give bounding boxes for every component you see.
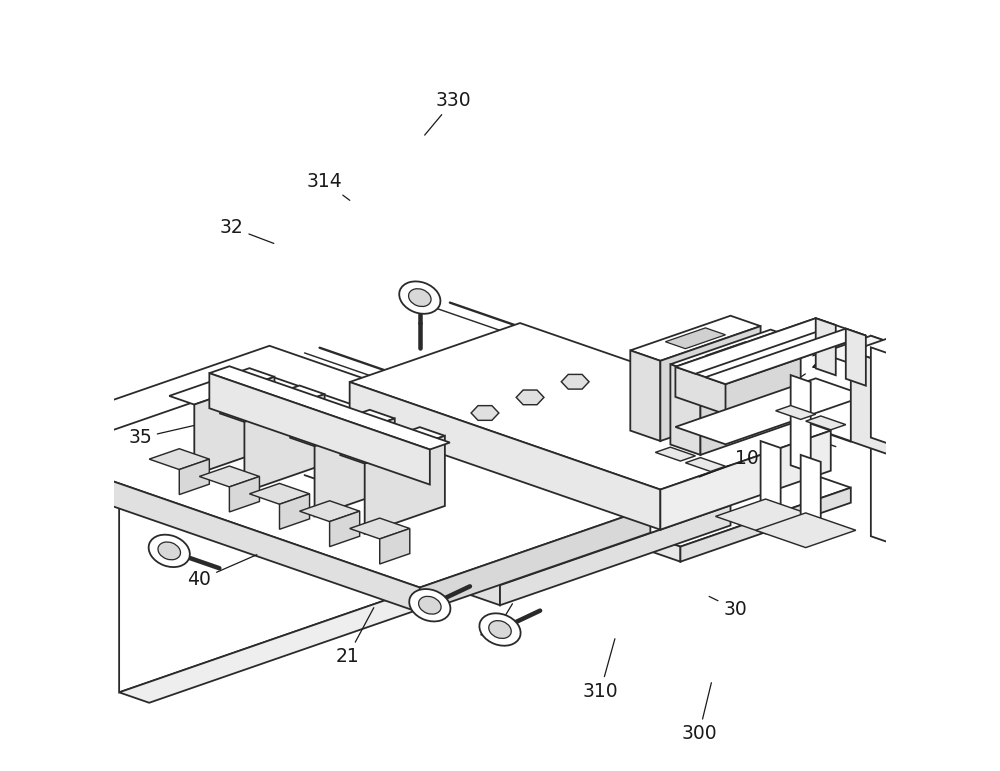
Polygon shape <box>846 328 866 386</box>
Ellipse shape <box>399 281 440 314</box>
Polygon shape <box>660 430 831 530</box>
Polygon shape <box>871 336 1000 651</box>
Polygon shape <box>705 328 866 384</box>
Polygon shape <box>705 342 766 362</box>
Text: 30: 30 <box>709 597 747 618</box>
Polygon shape <box>39 376 650 588</box>
Polygon shape <box>350 323 831 490</box>
Polygon shape <box>380 384 851 547</box>
Polygon shape <box>199 466 259 487</box>
Polygon shape <box>380 529 410 564</box>
Polygon shape <box>660 326 761 441</box>
Polygon shape <box>249 483 310 504</box>
Text: 300: 300 <box>681 683 717 743</box>
Polygon shape <box>761 441 781 518</box>
Text: 340: 340 <box>478 604 514 640</box>
Polygon shape <box>380 443 680 561</box>
Polygon shape <box>851 309 1000 396</box>
Polygon shape <box>350 382 660 530</box>
Polygon shape <box>340 427 445 463</box>
Polygon shape <box>471 406 499 420</box>
Ellipse shape <box>419 596 441 614</box>
Polygon shape <box>685 458 726 472</box>
Text: 40: 40 <box>187 554 257 589</box>
Polygon shape <box>330 511 360 547</box>
Polygon shape <box>756 513 856 547</box>
Polygon shape <box>665 328 726 348</box>
Text: 32: 32 <box>220 218 274 244</box>
Polygon shape <box>39 426 500 605</box>
Text: 310: 310 <box>582 638 618 701</box>
Polygon shape <box>851 352 981 487</box>
Polygon shape <box>816 318 836 375</box>
Polygon shape <box>290 410 395 446</box>
Polygon shape <box>630 316 761 361</box>
Polygon shape <box>630 350 660 441</box>
Polygon shape <box>776 406 816 419</box>
Ellipse shape <box>489 621 511 638</box>
Polygon shape <box>670 365 700 455</box>
Ellipse shape <box>479 613 521 646</box>
Polygon shape <box>209 373 430 485</box>
Text: 10: 10 <box>699 449 759 477</box>
Polygon shape <box>119 588 450 703</box>
Polygon shape <box>39 345 731 585</box>
Polygon shape <box>194 377 274 475</box>
Polygon shape <box>219 386 325 422</box>
Polygon shape <box>279 494 310 530</box>
Text: 314: 314 <box>306 172 350 200</box>
Text: 21: 21 <box>335 608 374 666</box>
Polygon shape <box>169 369 274 405</box>
Polygon shape <box>39 456 420 612</box>
Polygon shape <box>119 388 420 692</box>
Polygon shape <box>561 375 589 389</box>
Polygon shape <box>420 508 650 612</box>
Polygon shape <box>675 379 866 444</box>
Polygon shape <box>981 355 1000 487</box>
Text: 22: 22 <box>791 353 834 384</box>
Ellipse shape <box>409 288 431 307</box>
Polygon shape <box>516 390 544 405</box>
Polygon shape <box>715 499 816 534</box>
Text: 35: 35 <box>128 421 214 447</box>
Polygon shape <box>244 394 325 492</box>
Polygon shape <box>149 449 209 470</box>
Polygon shape <box>365 436 445 534</box>
Ellipse shape <box>158 542 180 560</box>
Polygon shape <box>350 518 410 539</box>
Polygon shape <box>801 455 821 532</box>
Polygon shape <box>179 460 209 495</box>
Polygon shape <box>229 476 259 512</box>
Polygon shape <box>700 340 801 455</box>
Ellipse shape <box>149 534 190 567</box>
Polygon shape <box>119 388 450 503</box>
Polygon shape <box>675 367 726 414</box>
Polygon shape <box>806 416 846 430</box>
Polygon shape <box>300 501 360 522</box>
Polygon shape <box>500 506 731 605</box>
Polygon shape <box>675 318 866 384</box>
Polygon shape <box>655 447 695 461</box>
Ellipse shape <box>409 589 450 621</box>
Polygon shape <box>675 318 836 374</box>
Text: 330: 330 <box>425 91 472 135</box>
Polygon shape <box>871 347 891 444</box>
Polygon shape <box>315 419 395 517</box>
Polygon shape <box>680 488 851 561</box>
Polygon shape <box>821 336 1000 467</box>
Polygon shape <box>670 330 801 375</box>
Polygon shape <box>791 375 811 472</box>
Polygon shape <box>209 366 450 449</box>
